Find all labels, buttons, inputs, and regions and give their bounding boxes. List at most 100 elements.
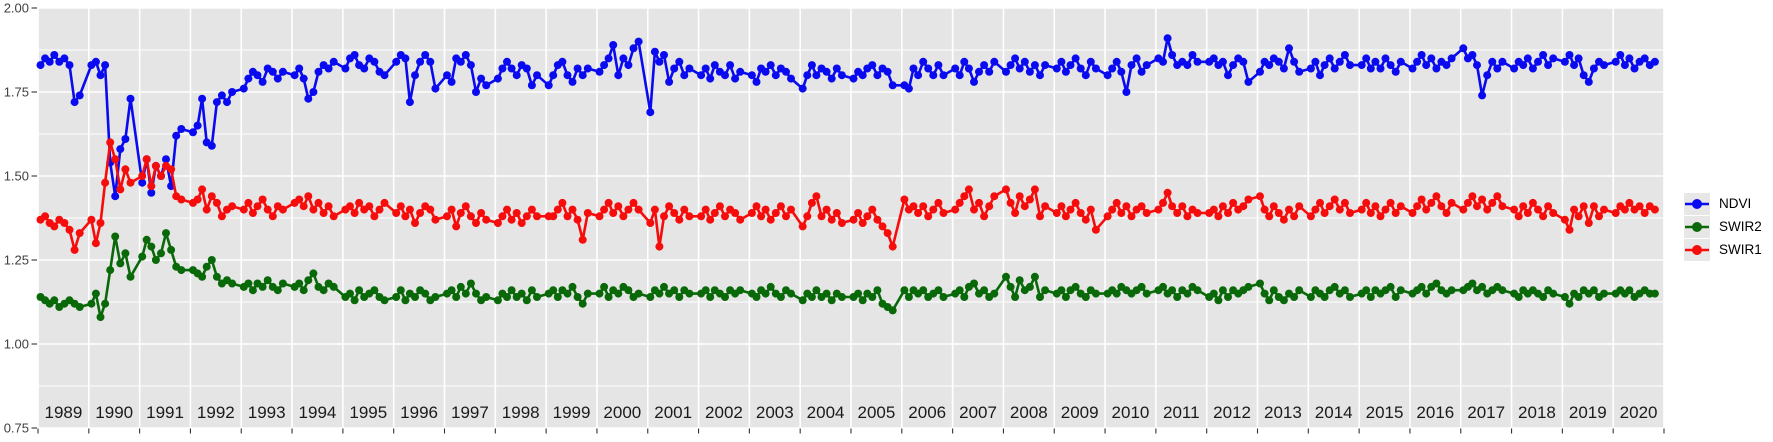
data-point-NDVI	[1076, 64, 1085, 73]
data-point-SWIR2	[177, 266, 186, 275]
data-point-NDVI	[934, 61, 943, 70]
data-point-SWIR1	[295, 195, 304, 204]
data-point-NDVI	[1011, 54, 1020, 63]
data-point-SWIR1	[1473, 202, 1481, 211]
data-point-SWIR1	[268, 212, 277, 221]
y-tick-label: 1.75	[4, 85, 29, 100]
data-point-SWIR2	[1081, 293, 1090, 301]
data-point-SWIR1	[346, 202, 354, 211]
data-point-SWIR1	[431, 215, 440, 224]
data-point-SWIR1	[411, 219, 419, 227]
data-point-SWIR1	[1600, 205, 1608, 214]
data-point-SWIR2	[1002, 272, 1010, 281]
data-point-NDVI	[304, 94, 313, 103]
data-point-SWIR2	[1015, 276, 1024, 285]
data-point-NDVI	[1122, 88, 1131, 96]
data-point-NDVI	[217, 91, 226, 100]
data-point-SWIR1	[1413, 202, 1422, 211]
data-point-SWIR2	[807, 293, 816, 301]
data-point-NDVI	[1584, 77, 1593, 86]
data-point-NDVI	[75, 91, 84, 100]
data-point-NDVI	[558, 57, 567, 66]
data-point-SWIR1	[1159, 198, 1167, 207]
data-point-SWIR2	[646, 293, 655, 301]
data-point-SWIR1	[207, 192, 216, 201]
data-point-SWIR1	[121, 165, 130, 174]
data-point-SWIR1	[1218, 202, 1227, 211]
data-point-SWIR1	[553, 205, 562, 214]
data-point-NDVI	[573, 64, 582, 73]
data-point-NDVI	[198, 94, 207, 103]
data-point-NDVI	[193, 121, 202, 130]
data-point-NDVI	[1041, 61, 1050, 70]
data-point-SWIR1	[929, 205, 938, 214]
data-point-NDVI	[1061, 67, 1070, 76]
data-point-NDVI	[1427, 54, 1436, 63]
data-point-NDVI	[665, 77, 674, 86]
data-point-SWIR2	[1142, 289, 1151, 298]
data-point-NDVI	[1376, 64, 1385, 73]
year-label: 2016	[1416, 403, 1454, 422]
data-point-NDVI	[1159, 57, 1167, 66]
data-point-SWIR2	[1320, 293, 1329, 301]
data-point-NDVI	[392, 57, 401, 66]
data-point-SWIR1	[375, 205, 384, 214]
data-point-NDVI	[1340, 51, 1349, 59]
data-point-NDVI	[646, 108, 655, 117]
data-point-NDVI	[624, 61, 633, 70]
data-point-SWIR1	[452, 222, 461, 231]
data-point-SWIR2	[319, 286, 328, 295]
data-point-SWIR1	[646, 219, 655, 227]
data-point-NDVI	[1579, 71, 1588, 80]
legend-item-ndvi: NDVI	[1684, 192, 1762, 215]
data-point-SWIR1	[1025, 195, 1034, 204]
legend-label-ndvi: NDVI	[1719, 196, 1752, 211]
data-point-NDVI	[1057, 57, 1066, 66]
data-point-NDVI	[544, 81, 553, 90]
data-point-SWIR1	[1589, 202, 1598, 211]
data-point-SWIR2	[421, 289, 430, 298]
data-point-NDVI	[1335, 57, 1344, 66]
data-point-SWIR1	[309, 205, 318, 214]
data-point-NDVI	[803, 71, 812, 80]
data-point-NDVI	[1611, 57, 1620, 66]
data-point-SWIR1	[101, 178, 110, 187]
data-point-SWIR2	[162, 229, 170, 238]
data-point-NDVI	[650, 47, 659, 56]
data-point-SWIR2	[822, 289, 831, 298]
legend-item-swir1: SWIR1	[1684, 238, 1762, 261]
data-point-SWIR2	[522, 296, 531, 305]
data-point-SWIR2	[142, 235, 151, 244]
data-point-NDVI	[431, 84, 440, 93]
data-point-SWIR1	[878, 222, 887, 231]
data-point-NDVI	[1244, 77, 1253, 86]
data-point-NDVI	[1396, 57, 1405, 66]
data-point-SWIR2	[955, 286, 964, 295]
data-point-SWIR1	[837, 219, 846, 227]
data-point-NDVI	[1229, 61, 1238, 70]
data-point-NDVI	[223, 98, 231, 107]
data-point-SWIR1	[558, 198, 567, 207]
data-point-NDVI	[189, 128, 197, 137]
data-point-SWIR1	[1011, 209, 1020, 217]
data-point-SWIR1	[827, 215, 836, 224]
data-point-NDVI	[1362, 54, 1371, 63]
data-point-NDVI	[771, 71, 780, 80]
data-point-SWIR1	[355, 198, 364, 207]
data-point-NDVI	[1570, 61, 1579, 70]
data-point-SWIR1	[1086, 205, 1095, 214]
data-point-SWIR1	[955, 198, 964, 207]
legend-dot	[1692, 198, 1702, 209]
data-point-NDVI	[1316, 71, 1324, 80]
data-point-SWIR1	[1036, 212, 1044, 221]
data-point-SWIR1	[157, 172, 165, 180]
data-point-NDVI	[482, 81, 491, 90]
data-point-NDVI	[1030, 61, 1039, 70]
data-point-NDVI	[147, 188, 156, 197]
data-point-SWIR1	[1006, 198, 1015, 207]
data-point-SWIR1	[263, 205, 272, 214]
data-point-SWIR1	[568, 205, 577, 214]
data-point-NDVI	[721, 71, 729, 80]
data-point-SWIR1	[1640, 209, 1649, 217]
